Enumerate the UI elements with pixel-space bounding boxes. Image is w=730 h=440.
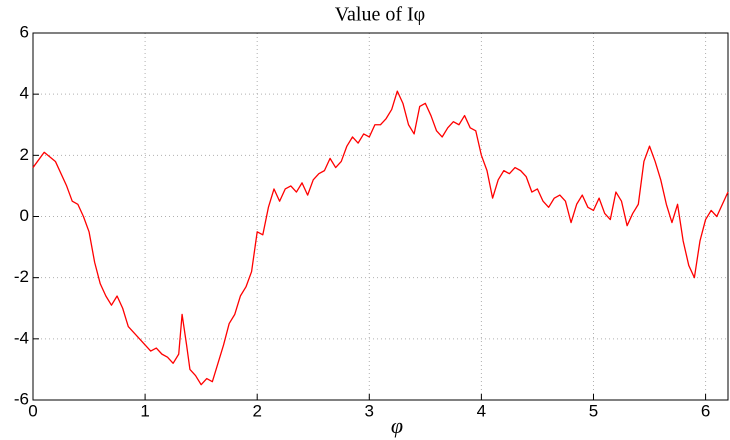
- y-tick-label: -6: [14, 389, 29, 408]
- y-tick-label: -4: [14, 328, 29, 347]
- x-tick-label: 1: [140, 401, 149, 420]
- x-axis-label: φ: [391, 413, 403, 438]
- x-tick-label: 0: [28, 401, 37, 420]
- y-tick-label: 4: [20, 84, 29, 103]
- chart-title: Value of Iφ: [335, 4, 425, 26]
- y-tick-label: -2: [14, 267, 29, 286]
- x-tick-label: 5: [589, 401, 598, 420]
- x-tick-label: 6: [701, 401, 710, 420]
- x-tick-label: 3: [365, 401, 374, 420]
- plot-frame: [32, 32, 729, 401]
- x-tick-label: 4: [477, 401, 486, 420]
- y-tick-label: 0: [20, 206, 29, 225]
- x-tick-label: 2: [252, 401, 261, 420]
- y-tick-label: 6: [20, 22, 29, 41]
- data-line: [32, 90, 729, 386]
- y-tick-label: 2: [20, 145, 29, 164]
